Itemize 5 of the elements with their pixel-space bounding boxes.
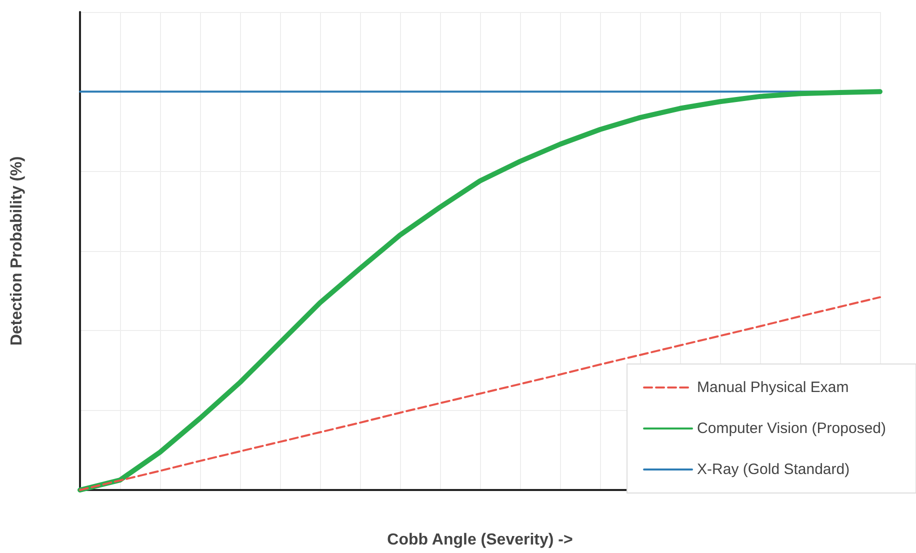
y-axis-title: Detection Probability (%)	[8, 156, 26, 346]
legend-label: X-Ray (Gold Standard)	[697, 461, 850, 478]
x-axis-title: Cobb Angle (Severity) ->	[387, 532, 573, 548]
legend-label: Computer Vision (Proposed)	[697, 420, 886, 437]
legend-label: Manual Physical Exam	[697, 379, 849, 396]
